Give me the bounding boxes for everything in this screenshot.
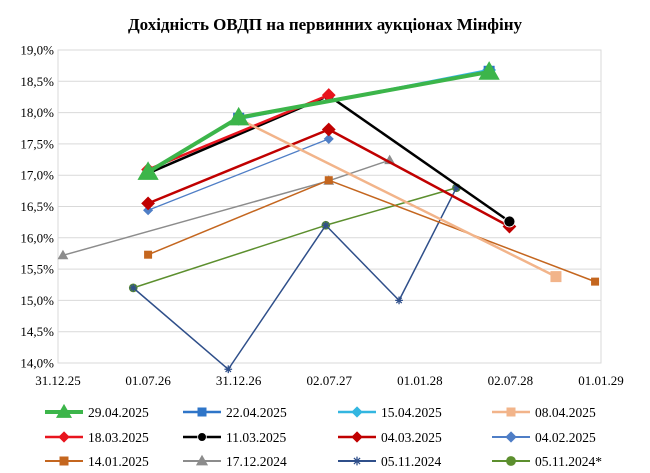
data-point bbox=[137, 161, 159, 180]
series-04.02.2025 bbox=[143, 133, 334, 216]
legend-item: 04.02.2025 bbox=[492, 430, 596, 445]
data-point bbox=[228, 106, 250, 126]
data-point bbox=[395, 296, 403, 305]
series-line bbox=[146, 69, 492, 175]
series-05.11.2024 bbox=[129, 183, 461, 374]
data-point bbox=[197, 407, 207, 417]
legend-item: 04.03.2025 bbox=[338, 430, 442, 445]
x-tick-label: 01.07.26 bbox=[125, 373, 171, 388]
data-point bbox=[591, 277, 600, 286]
series-lines bbox=[57, 61, 600, 374]
data-point bbox=[55, 403, 73, 418]
legend-label: 29.04.2025 bbox=[88, 405, 149, 420]
legend-label: 15.04.2025 bbox=[381, 405, 442, 420]
legend-item: 05.11.2024* bbox=[492, 454, 602, 469]
x-tick-label: 02.07.27 bbox=[307, 373, 353, 388]
x-tick-label: 31.12.25 bbox=[35, 373, 81, 388]
data-point bbox=[351, 431, 363, 443]
legend-item: 14.01.2025 bbox=[45, 454, 149, 469]
data-point bbox=[141, 196, 155, 211]
y-tick-label: 14,0% bbox=[20, 356, 54, 371]
data-point bbox=[506, 407, 516, 417]
x-axis: 31.12.25 01.07.26 31.12.26 02.07.27 01.01.28… bbox=[35, 373, 624, 388]
x-tick-label: 31.12.26 bbox=[216, 373, 262, 388]
series-line bbox=[146, 94, 511, 223]
legend-item: 08.04.2025 bbox=[492, 405, 596, 420]
series-08.04.2025 bbox=[233, 113, 562, 283]
data-point bbox=[129, 284, 138, 292]
legend-label: 11.03.2025 bbox=[226, 430, 286, 445]
legend-label: 18.03.2025 bbox=[88, 430, 149, 445]
series-line bbox=[237, 117, 558, 278]
legend-item: 22.04.2025 bbox=[183, 405, 287, 420]
data-point bbox=[503, 215, 516, 228]
x-tick-label: 01.01.28 bbox=[397, 373, 443, 388]
y-tick-label: 18,0% bbox=[20, 105, 54, 120]
chart-title: Дохідність ОВДП на первинних аукціонах М… bbox=[128, 15, 523, 34]
data-point bbox=[452, 183, 461, 192]
legend: 29.04.2025 22.04.2025 15.04.2025 08.04.2025… bbox=[45, 403, 602, 469]
data-point bbox=[57, 249, 69, 260]
legend-item: 05.11.2024 bbox=[338, 454, 441, 469]
grid-lines bbox=[58, 49, 601, 364]
legend-item: 17.12.2024 bbox=[183, 454, 287, 469]
data-point bbox=[478, 61, 500, 80]
data-point bbox=[224, 365, 233, 374]
y-tick-label: 16,0% bbox=[20, 230, 54, 245]
legend-label: 22.04.2025 bbox=[226, 405, 287, 420]
y-tick-label: 15,5% bbox=[20, 262, 54, 277]
y-tick-label: 16,5% bbox=[20, 199, 54, 214]
data-point bbox=[323, 133, 334, 144]
legend-label: 05.11.2024* bbox=[535, 454, 602, 469]
legend-item: 29.04.2025 bbox=[45, 403, 149, 420]
data-point bbox=[550, 271, 562, 283]
legend-label: 05.11.2024 bbox=[381, 454, 441, 469]
legend-item: 11.03.2025 bbox=[183, 430, 286, 445]
legend-item: 15.04.2025 bbox=[338, 405, 442, 420]
data-point bbox=[324, 176, 333, 185]
legend-label: 14.01.2025 bbox=[88, 454, 149, 469]
y-tick-label: 17,5% bbox=[20, 136, 54, 151]
data-point bbox=[58, 431, 70, 443]
series-14.01.2025 bbox=[144, 176, 600, 286]
legend-item: 18.03.2025 bbox=[45, 430, 149, 445]
legend-label: 17.12.2024 bbox=[226, 454, 287, 469]
x-tick-label: 02.07.28 bbox=[488, 373, 534, 388]
data-point bbox=[144, 250, 153, 259]
series-line bbox=[132, 186, 458, 371]
data-point bbox=[197, 432, 207, 442]
data-point bbox=[505, 431, 517, 443]
y-tick-label: 17,0% bbox=[20, 168, 54, 183]
series-line bbox=[147, 138, 330, 211]
y-tick-label: 19,0% bbox=[20, 43, 54, 58]
series-29.04.2025 bbox=[137, 61, 500, 180]
data-point bbox=[195, 454, 209, 466]
y-tick-label: 14,5% bbox=[20, 324, 54, 339]
data-point bbox=[352, 456, 362, 466]
y-tick-label: 15,0% bbox=[20, 293, 54, 308]
data-point bbox=[506, 456, 516, 466]
data-point bbox=[321, 221, 330, 230]
data-point bbox=[351, 406, 363, 418]
y-axis: 14,0% 14,5% 15,0% 15,5% 16,0% 16,5% 17,0% 17,5%… bbox=[20, 43, 54, 371]
legend-label: 04.02.2025 bbox=[535, 430, 596, 445]
data-point bbox=[59, 456, 69, 466]
data-point bbox=[321, 122, 336, 137]
legend-label: 04.03.2025 bbox=[381, 430, 442, 445]
y-tick-label: 18,5% bbox=[20, 74, 54, 89]
x-tick-label: 01.01.29 bbox=[578, 373, 624, 388]
series-line bbox=[147, 179, 596, 283]
legend-label: 08.04.2025 bbox=[535, 405, 596, 420]
series-04.03.2025 bbox=[141, 122, 517, 234]
